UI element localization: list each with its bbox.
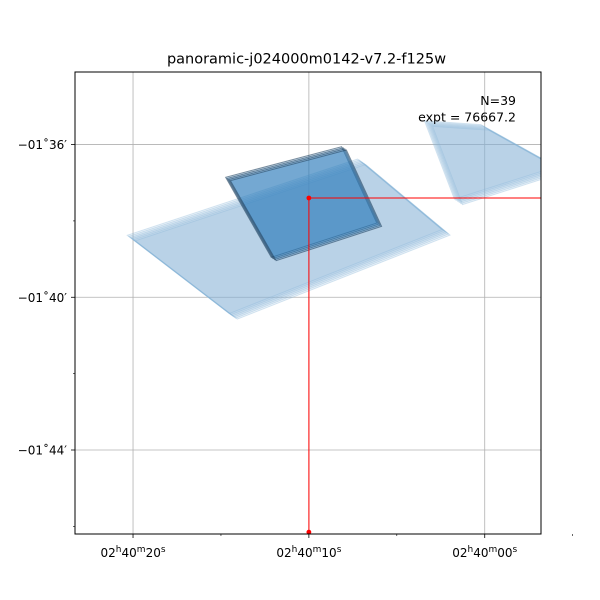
footprint-layer <box>126 120 541 320</box>
footprint-exposure <box>127 159 445 316</box>
tick-layer: 02h40m20s02h40m10s02h40m00s02h39m50s−01˚… <box>18 137 573 560</box>
footprint-exposure <box>226 147 380 260</box>
footprint-exposure <box>431 125 541 206</box>
y-tick-label: −01˚40′ <box>18 290 68 305</box>
overlay-vertex <box>306 529 312 534</box>
x-tick-label: 02h40m20s <box>101 545 166 560</box>
y-tick-label: −01˚36′ <box>18 137 68 152</box>
footprint-light-blue-right <box>423 120 541 206</box>
footprint-exposure <box>228 148 381 261</box>
chart-title: panoramic-j024000m0142-v7.2-f125w <box>167 52 446 68</box>
overlay-layer <box>306 195 541 534</box>
annotation-count: N=39 <box>480 93 516 108</box>
annotation-exposure: expt = 76667.2 <box>418 110 516 125</box>
y-tick-label: −01˚44′ <box>18 443 68 458</box>
footprint-dark-blue <box>224 146 383 262</box>
footprint-exposure <box>430 124 541 205</box>
footprint-exposure <box>426 122 541 202</box>
overlay-vertex <box>306 195 312 201</box>
footprint-exposure <box>229 149 383 262</box>
x-tick-label: 02h40m10s <box>276 545 341 560</box>
annotation: N=39 expt = 76667.2 <box>418 93 516 125</box>
footprint-exposure <box>423 120 541 200</box>
footprint-exposure <box>428 123 541 204</box>
footprint-exposure <box>425 121 541 201</box>
x-tick-label: 02h40m00s <box>452 545 517 560</box>
footprint-exposure <box>224 146 378 259</box>
overlay-path <box>308 197 541 533</box>
grid <box>75 72 541 534</box>
plot-frame <box>74 71 542 535</box>
